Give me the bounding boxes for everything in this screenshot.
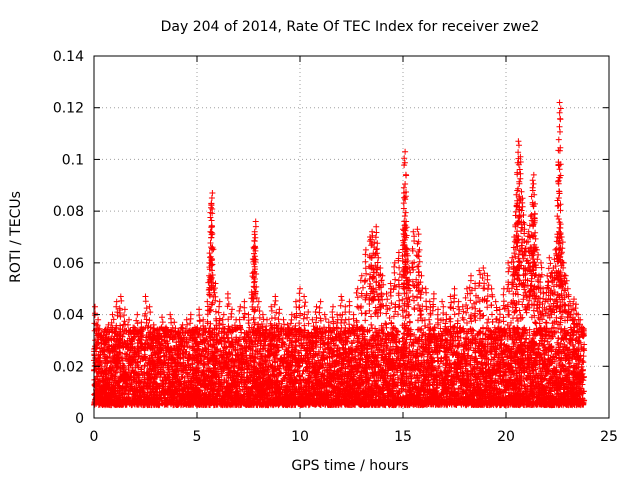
data-points — [91, 99, 588, 409]
chart-title: Day 204 of 2014, Rate Of TEC Index for r… — [161, 19, 540, 35]
band-point — [580, 353, 587, 360]
band-point — [474, 331, 481, 338]
band-point — [526, 326, 533, 333]
band-point — [450, 337, 457, 344]
band-point — [526, 332, 533, 339]
